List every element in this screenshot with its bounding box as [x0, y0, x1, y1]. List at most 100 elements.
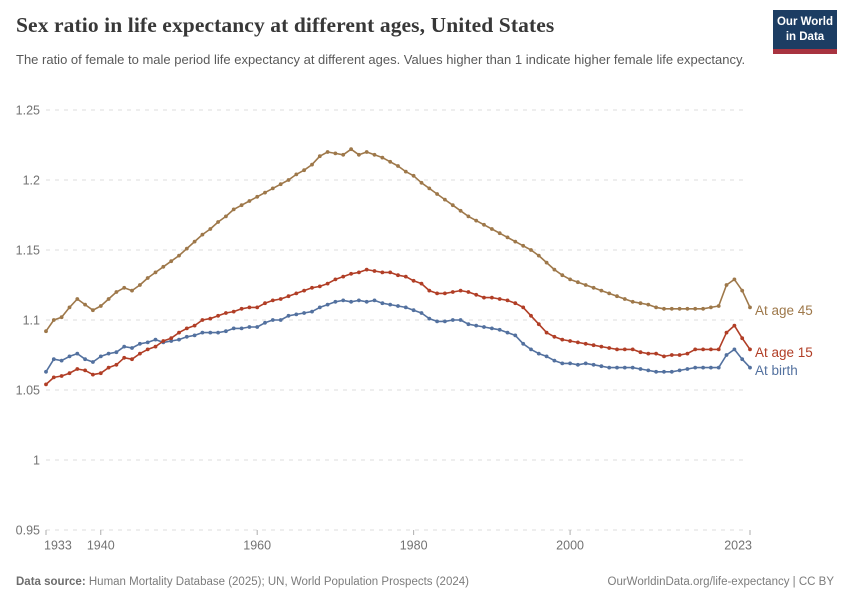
data-point: [529, 248, 533, 252]
data-point: [278, 297, 283, 301]
data-point: [44, 329, 48, 334]
data-point: [630, 299, 635, 304]
data-point: [106, 297, 111, 301]
data-point: [474, 292, 479, 297]
data-point: [552, 267, 557, 272]
footer-link[interactable]: OurWorldinData.org/life-expectancy | CC …: [607, 576, 834, 588]
line-chart: 0.95 1 1.05 1.1 1.15 1.2 1.25 1933 1940 1960 1980 2…: [16, 104, 813, 553]
data-point: [709, 347, 713, 352]
data-point: [701, 347, 705, 352]
data-point: [224, 311, 228, 315]
data-point: [106, 351, 111, 356]
series-label-at-age-45: At age 45: [755, 303, 813, 318]
data-point: [607, 365, 612, 370]
data-point: [75, 351, 80, 356]
owid-logo[interactable]: Our World in Data: [773, 10, 837, 54]
data-point: [724, 353, 729, 357]
data-point: [317, 154, 322, 159]
data-point: [380, 270, 385, 275]
data-point: [490, 326, 494, 331]
data-point: [583, 341, 588, 346]
data-point: [615, 365, 619, 370]
data-point: [114, 350, 119, 355]
data-point: [662, 369, 666, 374]
data-point: [497, 297, 502, 301]
data-point: [349, 271, 353, 276]
data-point: [521, 341, 526, 346]
data-point: [349, 147, 353, 152]
data-point: [677, 306, 682, 311]
data-point: [341, 152, 346, 157]
data-point: [98, 371, 103, 376]
data-point: [333, 299, 338, 304]
data-point: [247, 325, 252, 329]
data-point: [732, 347, 737, 352]
series-label-at-birth: At birth: [755, 363, 798, 378]
data-point: [286, 313, 291, 318]
data-point: [294, 172, 299, 177]
data-point: [341, 298, 346, 303]
data-point: [380, 301, 385, 306]
data-point: [490, 227, 494, 231]
data-point: [748, 305, 752, 310]
data-point: [184, 334, 189, 339]
data-point: [239, 306, 244, 311]
series-at-birth[interactable]: At birth: [44, 298, 798, 379]
series-at-age-45[interactable]: At age 45: [44, 147, 813, 334]
data-point: [435, 319, 439, 324]
data-point: [693, 306, 698, 311]
data-point: [177, 337, 181, 342]
data-point: [536, 322, 541, 327]
data-point: [513, 301, 518, 306]
owid-logo-line1: Our World: [776, 16, 833, 28]
data-point: [349, 299, 353, 304]
data-point: [403, 305, 408, 310]
data-point: [396, 164, 400, 168]
data-point: [91, 360, 95, 364]
data-point: [380, 155, 385, 160]
data-point: [740, 288, 745, 293]
chart-footer: Data source: Human Mortality Database (2…: [16, 576, 834, 588]
data-point: [294, 312, 299, 317]
data-point: [216, 330, 221, 335]
data-point: [685, 367, 690, 371]
data-source: Data source: Human Mortality Database (2…: [16, 576, 469, 588]
data-point: [450, 203, 455, 208]
data-point: [224, 329, 228, 334]
data-point: [231, 326, 236, 331]
y-axis-tick-label: 1: [33, 454, 40, 468]
data-point: [255, 194, 260, 199]
data-point: [466, 322, 471, 327]
data-point: [474, 323, 479, 328]
data-point: [270, 298, 275, 303]
x-axis-tick-label: 2000: [556, 539, 584, 553]
data-point: [294, 291, 299, 296]
data-point: [677, 353, 682, 357]
data-point: [497, 231, 502, 236]
data-point: [419, 281, 424, 286]
data-point: [364, 299, 369, 304]
data-point: [552, 334, 557, 339]
series-at-age-15[interactable]: At age 15: [44, 267, 813, 387]
data-point: [98, 304, 103, 308]
data-point: [177, 253, 181, 258]
data-point: [153, 344, 158, 349]
data-point: [388, 302, 393, 307]
data-point: [122, 344, 127, 349]
data-point: [482, 222, 486, 227]
data-point: [224, 214, 228, 219]
data-point: [396, 273, 400, 278]
x-axis-tick-label: 1933: [44, 539, 72, 553]
data-point: [748, 365, 752, 370]
data-point: [310, 285, 314, 290]
data-point: [169, 339, 174, 343]
data-point: [599, 344, 604, 349]
data-point: [357, 270, 361, 275]
data-point: [83, 357, 87, 362]
data-point: [701, 365, 705, 370]
data-point: [435, 291, 439, 296]
data-point: [654, 369, 658, 374]
data-point: [153, 337, 158, 342]
data-point: [169, 336, 174, 341]
data-point: [536, 351, 541, 356]
